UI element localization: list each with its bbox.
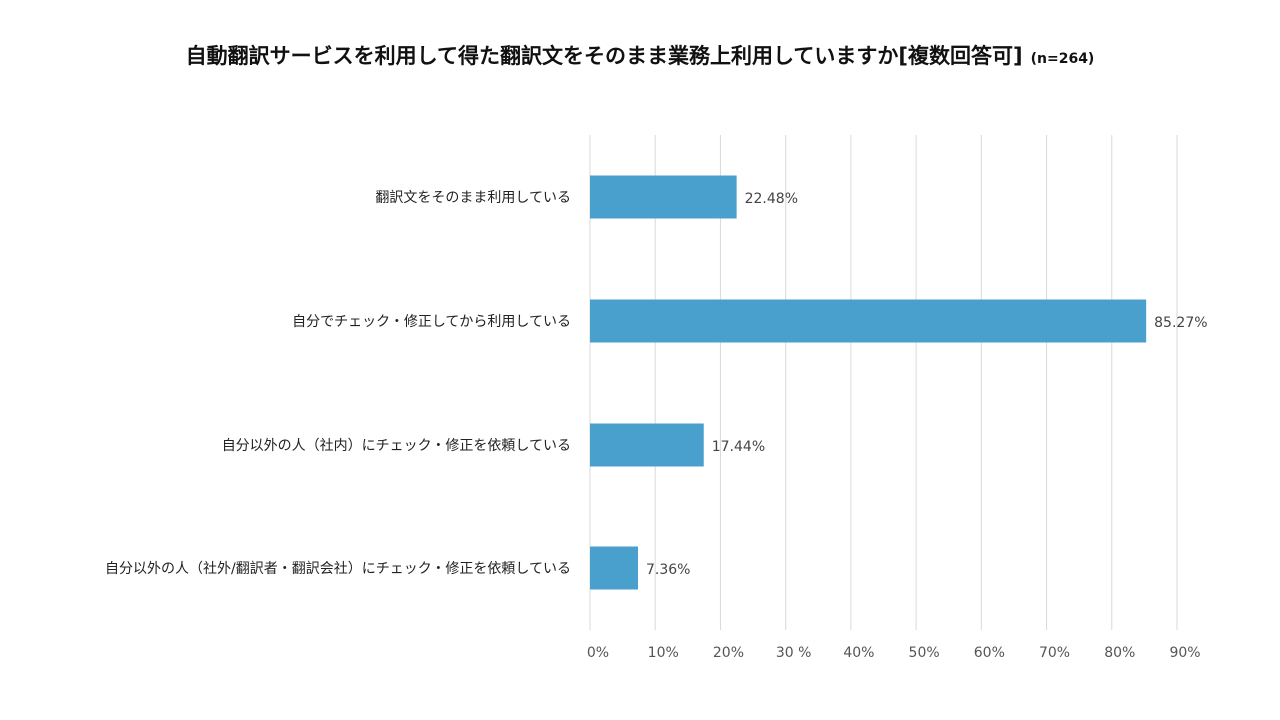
x-tick-label: 30 %	[776, 645, 812, 661]
bar	[590, 175, 737, 219]
x-tick-label: 10%	[648, 645, 679, 661]
x-tick-label: 40%	[843, 645, 874, 661]
value-labels: 22.48% 85.27% 17.44% 7.36%	[646, 191, 1208, 578]
bars	[590, 175, 1147, 590]
bar	[590, 423, 704, 467]
x-tick-label: 90%	[1169, 645, 1200, 661]
category-labels: 翻訳文をそのまま利用している自分でチェック・修正してから利用している自分以外の人…	[105, 190, 571, 577]
data-label: 17.44%	[712, 439, 765, 455]
category-label: 自分以外の人（社内）にチェック・修正を依頼している	[222, 438, 571, 454]
x-tick-label: 0%	[587, 645, 609, 661]
chart-title-text: 自動翻訳サービスを利用して得た翻訳文をそのまま業務上利用していますか[複数回答可…	[185, 44, 1023, 68]
chart-subtitle: (n=264)	[1030, 51, 1095, 67]
x-axis-ticks: 0% 10% 20% 30 % 40% 50% 60% 70% 80% 90%	[587, 645, 1201, 661]
x-tick-label: 60%	[974, 645, 1005, 661]
x-tick-label: 80%	[1104, 645, 1135, 661]
x-tick-label: 70%	[1039, 645, 1070, 661]
x-tick-label: 20%	[713, 645, 744, 661]
chart-title: 自動翻訳サービスを利用して得た翻訳文をそのまま業務上利用していますか[複数回答可…	[0, 40, 1280, 70]
data-label: 7.36%	[646, 562, 690, 578]
x-tick-label: 50%	[909, 645, 940, 661]
category-label: 自分でチェック・修正してから利用している	[292, 314, 571, 330]
data-label: 85.27%	[1154, 315, 1207, 331]
category-label: 翻訳文をそのまま利用している	[375, 190, 571, 206]
bar	[590, 299, 1147, 343]
bar	[590, 546, 639, 590]
category-label: 自分以外の人（社外/翻訳者・翻訳会社）にチェック・修正を依頼している	[105, 561, 571, 577]
data-label: 22.48%	[745, 191, 798, 207]
